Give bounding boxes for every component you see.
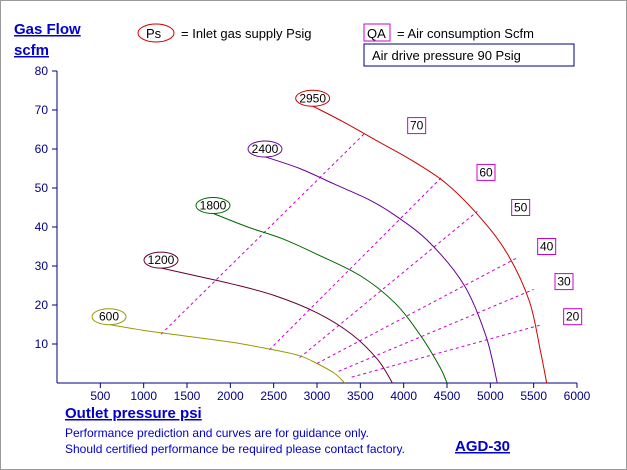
qa-label-box-70 [407,117,427,135]
ps-curve-1200 [160,267,393,384]
qa-line-30 [338,288,534,372]
ps-symbol-ellipse [137,23,175,43]
ps-label-ellipse-600 [91,308,127,326]
qa-label-70: 70 [410,119,424,133]
qa-legend-text: = Air consumption Scfm [397,26,534,41]
qa-line-50 [299,211,478,359]
ps-curve-2400 [264,156,498,384]
ps-label-2950: 2950 [299,91,326,105]
x-tick-label: 4500 [434,389,461,403]
disclaimer-line1: Performance prediction and curves are fo… [65,426,369,440]
y-axis-title-line1: Gas Flow [14,21,81,38]
qa-symbol-box [363,23,391,42]
ps-legend-text: = Inlet gas supply Psig [181,26,311,41]
x-tick-label: 2500 [260,389,287,403]
y-tick-label: 70 [35,103,49,117]
y-tick-label: 10 [35,337,49,351]
qa-label-box-20 [563,308,583,326]
model-label: AGD-30 [455,438,510,455]
ps-label-2400: 2400 [252,142,279,156]
x-tick-label: 500 [90,389,110,403]
qa-label-50: 50 [514,201,528,215]
qa-label-20: 20 [566,310,580,324]
x-tick-label: 2000 [217,389,244,403]
x-tick-label: 6000 [564,389,591,403]
qa-label-40: 40 [540,240,554,254]
air-drive-box [363,43,575,67]
y-tick-label: 30 [35,259,49,273]
ps-curve-2950 [312,105,548,384]
x-tick-label: 1500 [174,389,201,403]
qa-line-20 [351,324,543,378]
y-tick-label: 60 [35,142,49,156]
ps-label-ellipse-2950 [295,89,331,107]
y-tick-label: 20 [35,298,49,312]
curve-labels: 70 60 50 40 30 20 600 1200 1800 2400 2950 [91,89,583,326]
qa-label-box-40 [537,238,557,255]
qa-line-60 [268,175,444,351]
ps-label-1800: 1800 [200,199,227,213]
x-tick-label: 5500 [520,389,547,403]
y-tick-label: 80 [35,64,49,78]
ps-symbol: Ps [146,26,162,41]
qa-label-box-30 [554,273,574,291]
qa-symbol: QA [367,26,386,41]
ps-label-ellipse-2400 [247,140,283,158]
y-tick-label: 50 [35,181,49,195]
y-axis-title-line2: scfm [14,42,49,59]
ps-label-ellipse-1800 [195,197,231,215]
ticks: 500 1000 1500 2000 2500 3000 3500 4000 4500 5000 5… [35,64,591,403]
qa-label-60: 60 [479,165,493,179]
qa-label-box-60 [476,163,496,181]
ps-label-600: 600 [99,310,119,324]
x-tick-label: 1000 [130,389,157,403]
qa-label-box-50 [511,199,531,216]
ps-curve-1800 [212,212,448,384]
x-tick-label: 4000 [390,389,417,403]
x-tick-label: 3500 [347,389,374,403]
y-tick-label: 40 [35,220,49,234]
x-axis-title: Outlet pressure psi [65,405,202,422]
ps-curve-600 [108,324,346,384]
ps-label-ellipse-1200 [143,251,179,269]
qa-label-30: 30 [557,275,571,289]
qa-line-70 [160,133,366,335]
x-tick-label: 3000 [304,389,331,403]
qa-line-40 [316,257,517,364]
ps-curves [108,105,548,384]
x-tick-label: 5000 [477,389,504,403]
air-drive-text: Air drive pressure 90 Psig [372,48,521,63]
disclaimer-line2: Should certified performance be required… [65,442,405,456]
ps-label-1200: 1200 [148,253,175,267]
